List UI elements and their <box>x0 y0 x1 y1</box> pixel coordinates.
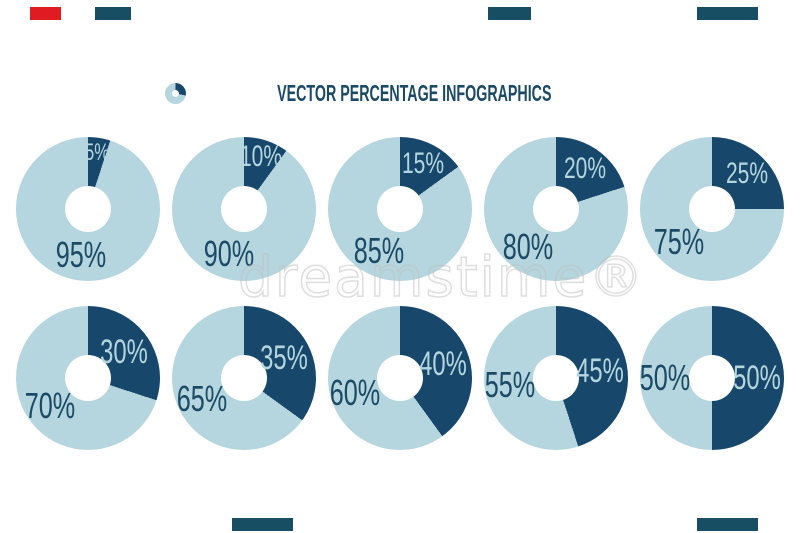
donut-hole <box>377 186 423 232</box>
crop-mark-navy-top-right <box>697 7 758 20</box>
dark-slice-label: 40% <box>418 345 467 384</box>
donut-chart-30pct: 30% 70% <box>16 306 160 450</box>
dark-slice-label: 15% <box>401 147 444 181</box>
donut-chart-10pct: 10% 90% <box>172 137 316 281</box>
light-slice-label: 65% <box>176 378 228 420</box>
donut-hole <box>221 186 267 232</box>
dark-slice-label: 5% <box>84 138 110 166</box>
donut-chart-50pct: 50% 50% <box>640 306 784 450</box>
light-slice-label: 60% <box>330 371 381 413</box>
dark-slice-label: 45% <box>576 351 625 390</box>
light-slice-label: 50% <box>639 357 691 398</box>
light-slice-label: 95% <box>55 234 106 276</box>
page-title: VECTOR PERCENTAGE INFOGRAPHICS <box>276 79 552 106</box>
title-bar: VECTOR PERCENTAGE INFOGRAPHICS <box>0 80 800 106</box>
dark-slice-label: 30% <box>100 332 149 371</box>
donut-hole <box>221 355 267 401</box>
donut-hole <box>377 355 423 401</box>
donut-hole <box>65 186 111 232</box>
donut-chart-35pct: 35% 65% <box>172 306 316 450</box>
dark-slice-label: 20% <box>564 151 607 185</box>
donut-hole <box>533 355 579 401</box>
donut-chart-20pct: 20% 80% <box>484 137 628 281</box>
dark-slice-label: 25% <box>726 156 769 190</box>
crop-mark-navy-bottom-left <box>232 518 293 531</box>
light-slice-label: 55% <box>484 364 535 406</box>
donut-hole <box>65 355 111 401</box>
dark-slice-label: 10% <box>239 139 283 173</box>
donut-chart-25pct: 25% 75% <box>640 137 784 281</box>
donut-chart-15pct: 15% 85% <box>328 137 472 281</box>
crop-mark-navy-bottom-right <box>697 518 758 531</box>
donut-chart-40pct: 40% 60% <box>328 306 472 450</box>
donut-icon <box>164 82 186 104</box>
crop-mark-red-top-left <box>30 7 61 20</box>
light-slice-label: 85% <box>353 229 404 271</box>
donut-chart-5pct: 5% 95% <box>16 137 160 281</box>
dark-slice-label: 35% <box>260 338 308 377</box>
dark-slice-label: 50% <box>733 359 781 397</box>
donut-chart-45pct: 45% 55% <box>484 306 628 450</box>
light-slice-label: 75% <box>653 221 704 263</box>
light-slice-label: 80% <box>503 226 554 268</box>
crop-mark-navy-top-center <box>488 7 531 20</box>
donut-hole <box>689 186 735 232</box>
donut-hole <box>533 186 579 232</box>
donut-hole <box>689 355 735 401</box>
crop-mark-navy-top-left <box>95 7 131 20</box>
light-slice-label: 70% <box>24 384 76 426</box>
light-slice-label: 90% <box>204 232 255 274</box>
